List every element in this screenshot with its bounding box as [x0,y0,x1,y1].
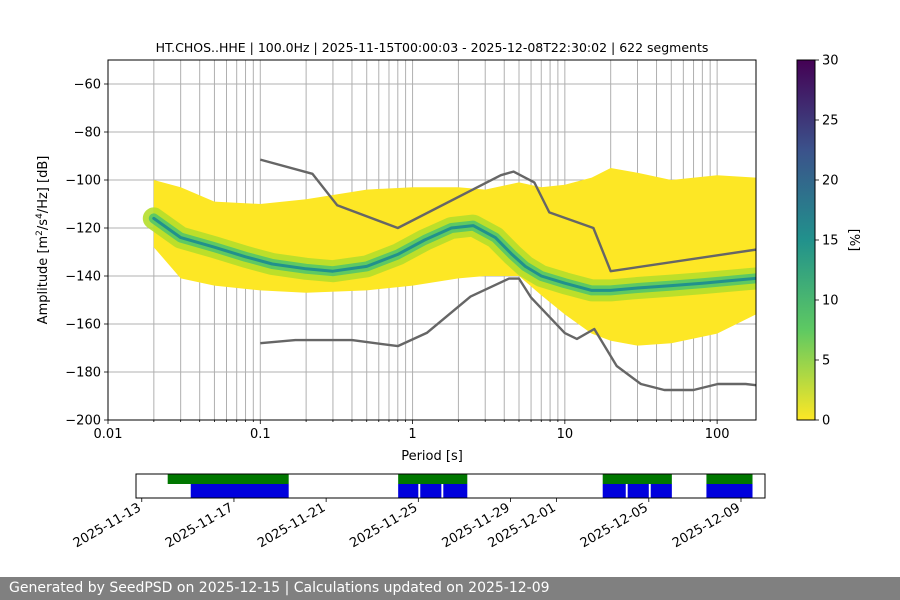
plot-frame [107,59,757,421]
colorbar: 0 5 10 15 20 25 30 [%] [796,54,861,429]
psd-mode-line [152,216,756,292]
timeline-bars [167,474,753,498]
y-tick-label: −200 [65,414,101,429]
colorbar-tick-label: 20 [822,174,839,189]
y-tick-label: −180 [65,366,101,381]
timeline-processed-bar [602,474,672,484]
colorbar-label: [%] [846,229,861,252]
timeline-available-bar [443,484,468,498]
colorbar-tick-label: 0 [822,414,830,429]
x-tick-label: 0.1 [250,427,271,442]
timeline-available-bar [627,484,649,498]
timeline-available-bar [398,484,419,498]
noise-model-nhnm [259,158,756,273]
x-axis-label: Period [s] [401,449,463,464]
timeline-tick-label: 2025-11-21 [255,500,328,551]
x-tick-label: 10 [557,427,574,442]
timeline-processed-bar [398,474,468,484]
y-tick-label: −140 [65,270,101,285]
timeline-date-ticks: 2025-11-13 2025-11-17 2025-11-21 2025-11-25… [71,498,743,551]
availability-timeline: 2025-11-13 2025-11-17 2025-11-21 2025-11-25… [71,473,766,551]
timeline-available-bar [706,484,753,498]
timeline-tick-label: 2025-12-09 [670,500,743,551]
y-tick-label: −100 [65,174,101,189]
timeline-processed-bar [706,474,753,484]
timeline-frame [135,473,766,499]
y-tick-label: −60 [74,78,101,93]
colorbar-ticks: 0 5 10 15 20 25 30 [815,54,839,429]
timeline-available-bar [650,484,672,498]
chart-title: HT.CHOS..HHE | 100.0Hz | 2025-11-15T00:0… [156,40,709,55]
timeline-available-bar [602,484,626,498]
footer-text: Generated by SeedPSD on 2025-12-15 | Cal… [9,580,550,596]
footer-bar: Generated by SeedPSD on 2025-12-15 | Cal… [0,577,900,600]
timeline-available-bar [190,484,289,498]
colorbar-tick-label: 30 [822,54,839,69]
noise-model-nlnm [260,277,756,392]
x-axis-ticks: 0.01 0.1 1 10 100 [94,420,730,442]
y-axis-label: Amplitude [m2/s4/Hz] [dB] [35,156,51,325]
colorbar-tick-label: 10 [822,294,839,309]
x-tick-label: 0.01 [94,427,123,442]
y-tick-label: −160 [65,318,101,333]
psd-heatmap [108,60,756,420]
colorbar-tick-label: 5 [822,354,830,369]
x-tick-label: 100 [705,427,730,442]
timeline-tick-label: 2025-11-13 [71,500,144,551]
y-tick-label: −120 [65,222,101,237]
colorbar-tick-label: 15 [822,234,839,249]
timeline-tick-label: 2025-11-25 [347,500,420,551]
timeline-tick-label: 2025-11-17 [163,500,236,551]
y-axis-ticks: −200 −180 −160 −140 −120 −100 −80 −60 [65,78,108,429]
y-tick-label: −80 [74,126,101,141]
colorbar-tick-label: 25 [822,114,839,129]
x-tick-label: 1 [408,427,416,442]
colorbar-gradient [796,59,816,421]
noise-models [259,158,756,392]
timeline-tick-label: 2025-12-05 [578,500,651,551]
timeline-processed-bar [167,474,289,484]
timeline-available-bar [420,484,442,498]
